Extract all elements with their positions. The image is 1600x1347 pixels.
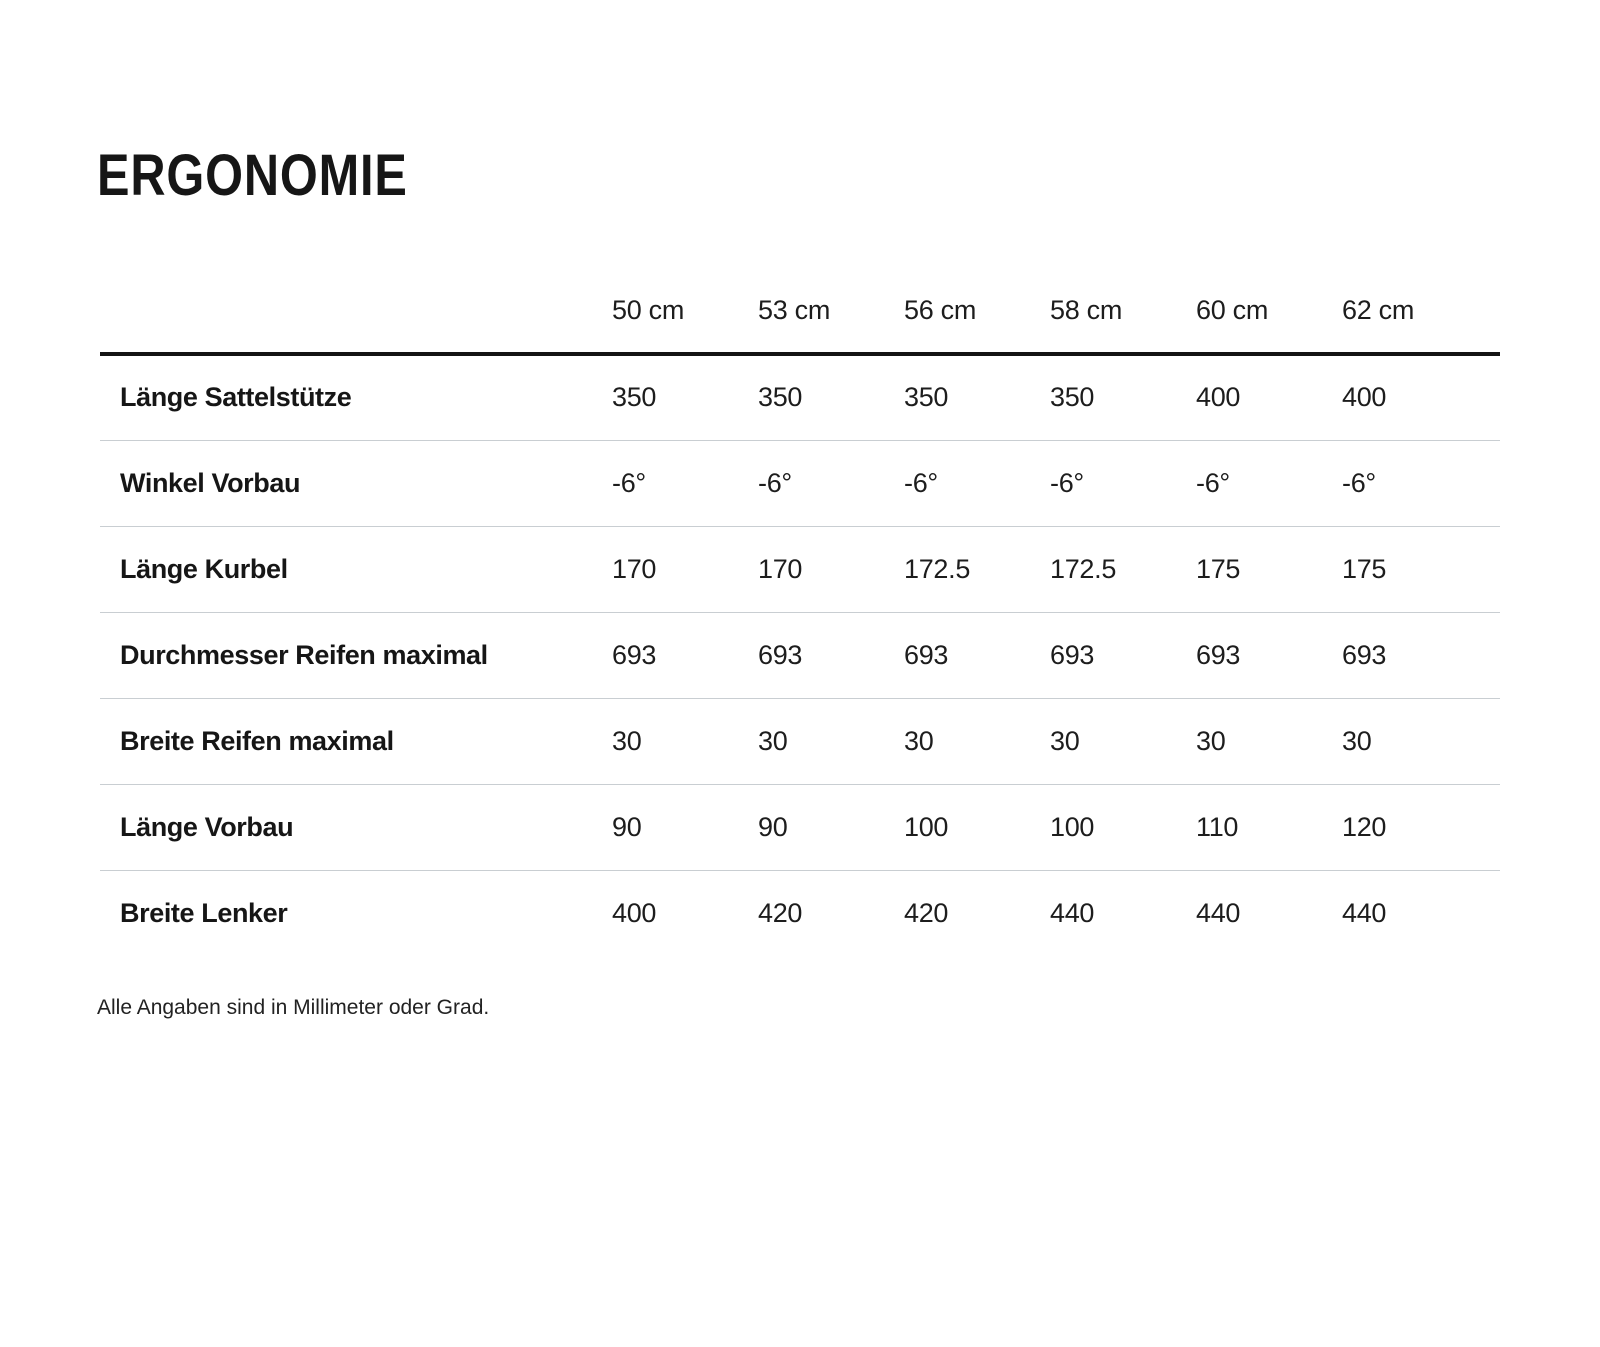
table-row: Winkel Vorbau -6° -6° -6° -6° -6° -6° xyxy=(100,439,1500,526)
row-label: Winkel Vorbau xyxy=(100,439,612,526)
table-cell: 30 xyxy=(1050,697,1196,784)
table-cell: 100 xyxy=(1050,783,1196,870)
table-cell: 400 xyxy=(1196,382,1241,413)
table-row: Länge Sattelstütze 350 350 350 350 400 4… xyxy=(100,354,1500,440)
table-header-row: 50 cm 53 cm 56 cm 58 cm 60 cm 62 cm xyxy=(100,269,1500,356)
table-cell: 90 xyxy=(612,783,758,870)
table-cell: 175 xyxy=(1342,525,1500,612)
table-cell: 693 xyxy=(758,611,904,698)
table-cell: -6° xyxy=(612,439,758,526)
table-cell: 170 xyxy=(758,525,904,612)
table-cell: 30 xyxy=(1342,697,1500,784)
table-row: Länge Vorbau 90 90 100 100 110 120 xyxy=(100,783,1500,870)
table-cell: 30 xyxy=(1196,697,1342,784)
table-cell: 440 xyxy=(1196,869,1342,956)
table-cell: 693 xyxy=(1342,611,1500,698)
table-cell: 693 xyxy=(612,611,758,698)
table-cell: 420 xyxy=(758,869,904,956)
table-cell: 30 xyxy=(612,697,758,784)
table-cell: -6° xyxy=(904,439,1050,526)
column-header-53cm: 53 cm xyxy=(758,269,904,356)
row-label: Länge Vorbau xyxy=(100,783,612,870)
table-cell: 30 xyxy=(904,697,1050,784)
table-row: Länge Kurbel 170 170 172.5 172.5 175 175 xyxy=(100,525,1500,612)
ergonomics-spec-page: ERGONOMIE 50 cm 53 cm 56 cm 58 cm 60 cm … xyxy=(0,147,1600,1347)
ergonomics-table: 50 cm 53 cm 56 cm 58 cm 60 cm 62 cm Läng… xyxy=(100,269,1500,956)
row-label: Durchmesser Reifen maximal xyxy=(100,611,612,698)
table-cell: 350 xyxy=(758,382,803,413)
table-cell: 172.5 xyxy=(904,525,1050,612)
table-cell: 350 xyxy=(904,382,949,413)
table-cell: 350 xyxy=(612,382,657,413)
row-label: Breite Reifen maximal xyxy=(100,697,612,784)
table-cell: 420 xyxy=(904,869,1050,956)
column-header-56cm: 56 cm xyxy=(904,269,1050,356)
table-corner-cell xyxy=(100,269,612,356)
table-cell: 170 xyxy=(612,525,758,612)
table-cell: 90 xyxy=(758,783,904,870)
table-row: Breite Lenker 400 420 420 440 440 440 xyxy=(100,869,1500,956)
table-cell: 175 xyxy=(1196,525,1342,612)
column-header-60cm: 60 cm xyxy=(1196,269,1342,356)
column-header-58cm: 58 cm xyxy=(1050,269,1196,356)
table-cell: 400 xyxy=(612,869,758,956)
table-cell: -6° xyxy=(1050,439,1196,526)
table-cell: 693 xyxy=(904,611,1050,698)
row-label: Breite Lenker xyxy=(100,869,612,956)
page-title: ERGONOMIE xyxy=(97,143,408,208)
table-cell: 440 xyxy=(1050,869,1196,956)
table-cell: 693 xyxy=(1196,611,1342,698)
table-cell: 440 xyxy=(1342,869,1500,956)
table-cell: 110 xyxy=(1196,783,1342,870)
column-header-50cm: 50 cm xyxy=(612,269,758,356)
table-row: Durchmesser Reifen maximal 693 693 693 6… xyxy=(100,611,1500,698)
table-cell: 100 xyxy=(904,783,1050,870)
table-cell: 30 xyxy=(758,697,904,784)
table-cell: 400 xyxy=(1342,382,1387,413)
column-header-62cm: 62 cm xyxy=(1342,269,1500,356)
table-row: Breite Reifen maximal 30 30 30 30 30 30 xyxy=(100,697,1500,784)
table-cell: -6° xyxy=(758,439,904,526)
table-cell: -6° xyxy=(1342,439,1500,526)
row-label: Länge Kurbel xyxy=(100,525,612,612)
table-cell: 350 xyxy=(1050,382,1095,413)
table-cell: 693 xyxy=(1050,611,1196,698)
table-cell: 120 xyxy=(1342,783,1500,870)
table-cell: -6° xyxy=(1196,439,1342,526)
table-cell: 172.5 xyxy=(1050,525,1196,612)
units-footnote: Alle Angaben sind in Millimeter oder Gra… xyxy=(97,996,490,1019)
row-label: Länge Sattelstütze xyxy=(120,382,352,413)
